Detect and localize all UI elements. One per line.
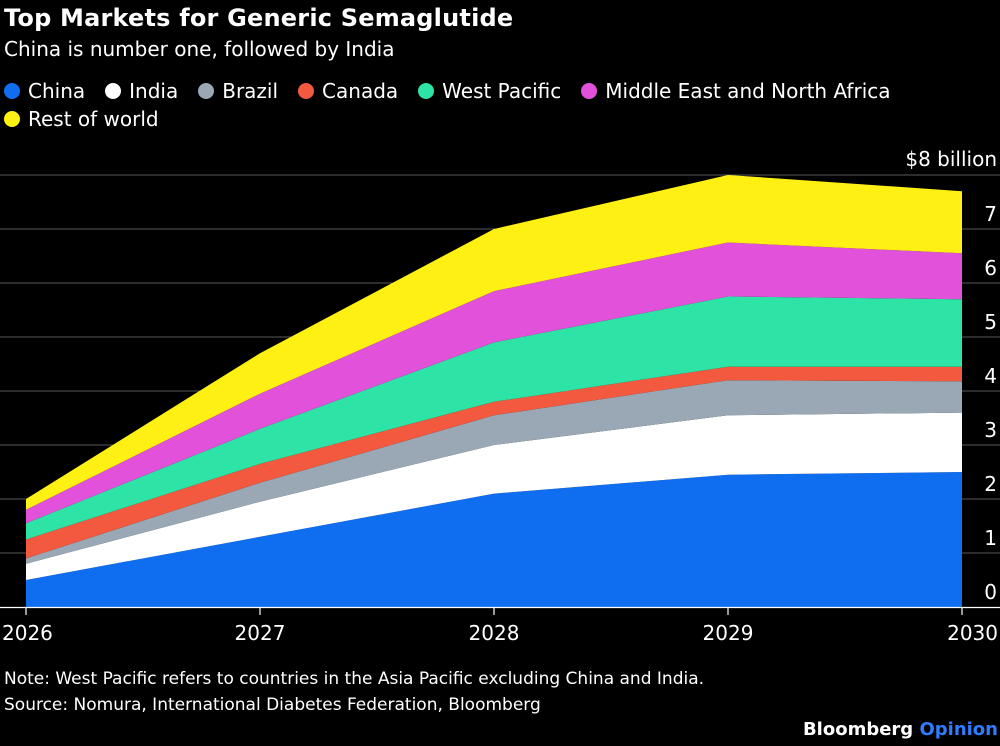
brand-main: Bloomberg <box>802 719 914 740</box>
legend-item-west-pacific: West Pacific <box>418 79 562 103</box>
legend-label: India <box>129 79 179 103</box>
area-brazil <box>26 380 962 564</box>
legend-swatch <box>581 83 598 99</box>
stacked-areas <box>26 175 962 607</box>
chart-note: Note: West Pacific refers to countries i… <box>4 669 705 689</box>
y-tick-label: 0 <box>984 580 997 604</box>
y-tick-label: 5 <box>984 310 997 334</box>
legend-swatch <box>298 83 315 99</box>
y-tick-label: 4 <box>984 364 997 388</box>
legend-item-middle-east-and-north-africa: Middle East and North Africa <box>581 79 891 103</box>
legend-item-india: India <box>105 79 179 103</box>
x-axis: 2026 2027 2028 2029 2030 <box>0 606 1000 645</box>
legend-swatch <box>105 83 122 99</box>
y-tick-label: 3 <box>984 418 997 442</box>
y-tick-label: 1 <box>984 526 997 550</box>
legend-swatch <box>4 111 20 127</box>
legend-item-brazil: Brazil <box>198 79 279 103</box>
y-tick-label: $8 billion <box>905 147 997 171</box>
legend-label: West Pacific <box>442 79 562 103</box>
x-tick-label: 2027 <box>235 621 286 645</box>
legend: China India Brazil Canada West Pacific Middle… <box>4 79 994 131</box>
y-tick-label: 2 <box>984 472 997 496</box>
x-tick-label: 2030 <box>947 621 998 645</box>
legend-label: China <box>28 79 86 103</box>
y-tick-label: 6 <box>984 256 997 280</box>
legend-label: Rest of world <box>28 107 159 131</box>
legend-swatch <box>418 83 435 99</box>
legend-label: Middle East and North Africa <box>605 79 891 103</box>
area-china <box>26 472 962 607</box>
brand-logo: Bloomberg Opinion <box>803 719 998 740</box>
legend-swatch <box>198 83 215 99</box>
chart-title: Top Markets for Generic Semaglutide <box>4 4 514 32</box>
legend-label: Brazil <box>222 79 279 103</box>
area-rest-of-world <box>26 175 962 510</box>
legend-item-canada: Canada <box>298 79 399 103</box>
chart-subtitle: China is number one, followed by India <box>4 37 395 61</box>
area-india <box>26 412 962 580</box>
legend-swatch <box>4 83 20 99</box>
legend-item-china: China <box>4 79 86 103</box>
y-axis: 0 1 2 3 4 5 6 7 $8 billion <box>905 147 997 604</box>
area-canada <box>26 366 962 559</box>
x-tick-label: 2028 <box>469 621 520 645</box>
y-tick-label: 7 <box>984 202 997 226</box>
legend-label: Canada <box>322 79 399 103</box>
x-tick-label: 2026 <box>2 621 53 645</box>
x-tick-label: 2029 <box>703 621 754 645</box>
legend-item-rest-of-world: Rest of world <box>4 107 159 131</box>
chart-source: Source: Nomura, International Diabetes F… <box>4 695 541 715</box>
brand-accent: Opinion <box>919 719 998 740</box>
area-middle-east-and-north-africa <box>26 242 962 524</box>
area-west-pacific <box>26 296 962 540</box>
